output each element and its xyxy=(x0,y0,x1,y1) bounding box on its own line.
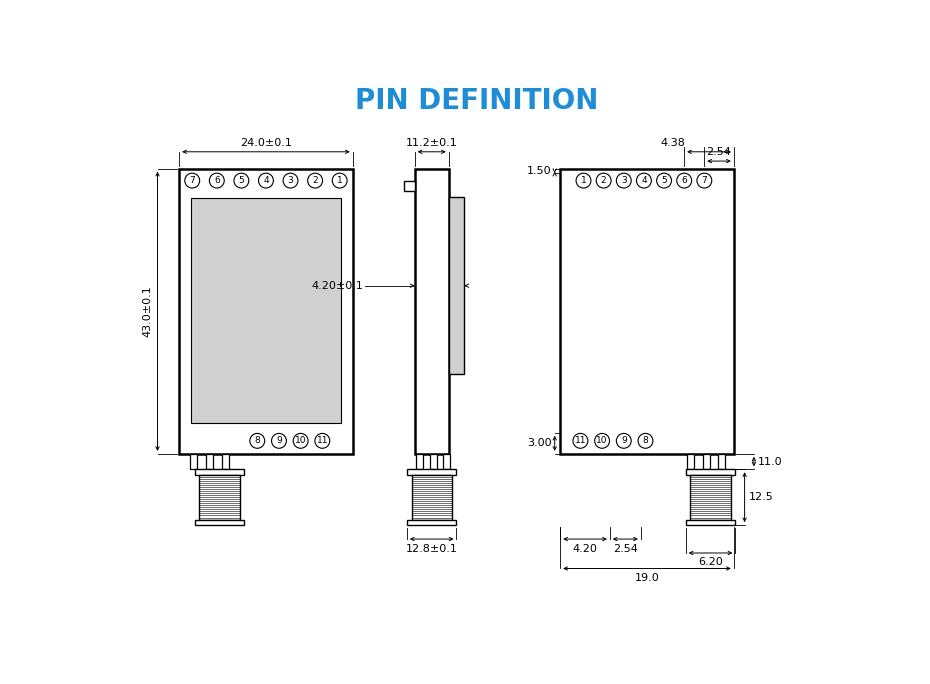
Bar xyxy=(222,454,229,469)
Text: 11: 11 xyxy=(316,436,328,445)
Circle shape xyxy=(657,173,671,188)
Bar xyxy=(199,475,240,520)
Text: 11.0: 11.0 xyxy=(758,457,782,466)
Circle shape xyxy=(594,434,609,448)
Bar xyxy=(560,169,734,454)
Text: 7: 7 xyxy=(190,176,195,185)
Text: 6.20: 6.20 xyxy=(698,557,723,567)
Circle shape xyxy=(697,173,711,188)
Bar xyxy=(404,181,415,191)
Text: 5: 5 xyxy=(238,176,245,185)
Bar xyxy=(179,169,352,454)
Circle shape xyxy=(617,173,631,188)
Circle shape xyxy=(332,173,347,188)
Bar xyxy=(191,198,341,423)
Bar xyxy=(206,454,213,469)
Text: 3.00: 3.00 xyxy=(527,438,551,448)
Text: 1: 1 xyxy=(337,176,342,185)
Text: 43.0±0.1: 43.0±0.1 xyxy=(143,285,153,337)
Circle shape xyxy=(638,434,653,448)
Text: 12.8±0.1: 12.8±0.1 xyxy=(405,544,458,554)
Circle shape xyxy=(293,434,308,448)
Text: PIN DEFINITION: PIN DEFINITION xyxy=(355,87,598,115)
Circle shape xyxy=(677,173,692,188)
Text: 7: 7 xyxy=(701,176,707,185)
Circle shape xyxy=(209,173,224,188)
Circle shape xyxy=(250,434,265,448)
Text: 9: 9 xyxy=(621,436,627,445)
Bar xyxy=(407,520,457,525)
Text: 8: 8 xyxy=(643,436,648,445)
Bar xyxy=(190,454,197,469)
Bar xyxy=(690,475,731,520)
Bar xyxy=(444,454,450,469)
Text: 24.0±0.1: 24.0±0.1 xyxy=(240,138,292,148)
Bar xyxy=(412,475,452,520)
Text: 6: 6 xyxy=(682,176,687,185)
Text: 1.50: 1.50 xyxy=(527,166,551,176)
Text: 6: 6 xyxy=(214,176,219,185)
Circle shape xyxy=(234,173,249,188)
Text: 2: 2 xyxy=(312,176,318,185)
Text: 5: 5 xyxy=(661,176,667,185)
Bar xyxy=(718,454,725,469)
Bar xyxy=(417,454,423,469)
Circle shape xyxy=(315,434,330,448)
Text: 4.38: 4.38 xyxy=(661,138,685,148)
Bar xyxy=(703,454,710,469)
Circle shape xyxy=(596,173,611,188)
Circle shape xyxy=(259,173,273,188)
Bar xyxy=(194,520,245,525)
Bar xyxy=(194,469,245,475)
Text: 4: 4 xyxy=(641,176,646,185)
Circle shape xyxy=(636,173,651,188)
Circle shape xyxy=(573,434,588,448)
Text: 10: 10 xyxy=(596,436,608,445)
Bar xyxy=(685,469,736,475)
Text: 1: 1 xyxy=(580,176,587,185)
Text: 8: 8 xyxy=(255,436,260,445)
Bar xyxy=(685,520,736,525)
Circle shape xyxy=(272,434,286,448)
Text: 19.0: 19.0 xyxy=(634,573,659,583)
Text: 4.20±0.1: 4.20±0.1 xyxy=(312,280,364,291)
Bar xyxy=(449,197,464,374)
Text: 2: 2 xyxy=(601,176,606,185)
Text: 10: 10 xyxy=(295,436,306,445)
Bar xyxy=(430,454,437,469)
Text: 4.20: 4.20 xyxy=(573,544,597,554)
Text: 2.54: 2.54 xyxy=(707,147,732,157)
Text: 9: 9 xyxy=(276,436,282,445)
Text: 12.5: 12.5 xyxy=(749,492,773,502)
Circle shape xyxy=(308,173,323,188)
Bar xyxy=(407,469,457,475)
Text: 4: 4 xyxy=(263,176,269,185)
Text: 3: 3 xyxy=(287,176,293,185)
Text: 3: 3 xyxy=(621,176,627,185)
Circle shape xyxy=(617,434,631,448)
Text: 11: 11 xyxy=(575,436,586,445)
Bar xyxy=(687,454,694,469)
Circle shape xyxy=(283,173,298,188)
Text: 11.2±0.1: 11.2±0.1 xyxy=(405,138,458,148)
Circle shape xyxy=(576,173,591,188)
Circle shape xyxy=(185,173,200,188)
Bar xyxy=(415,169,449,454)
Text: 2.54: 2.54 xyxy=(613,544,638,554)
